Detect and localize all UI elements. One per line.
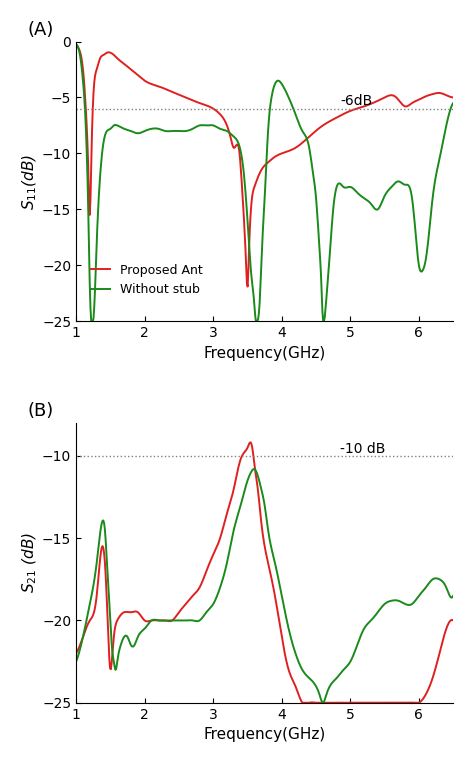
Y-axis label: S$_{11}$(dB): S$_{11}$(dB) (21, 153, 39, 210)
Text: (A): (A) (27, 21, 54, 39)
X-axis label: Frequency(GHz): Frequency(GHz) (203, 346, 326, 361)
Text: -10 dB: -10 dB (340, 442, 385, 456)
X-axis label: Frequency(GHz): Frequency(GHz) (203, 727, 326, 742)
Y-axis label: S$_{21}$ (dB): S$_{21}$ (dB) (21, 533, 39, 594)
Text: -6dB: -6dB (340, 95, 372, 108)
Text: (B): (B) (27, 402, 54, 420)
Legend: Proposed Ant, Without stub: Proposed Ant, Without stub (86, 259, 208, 301)
